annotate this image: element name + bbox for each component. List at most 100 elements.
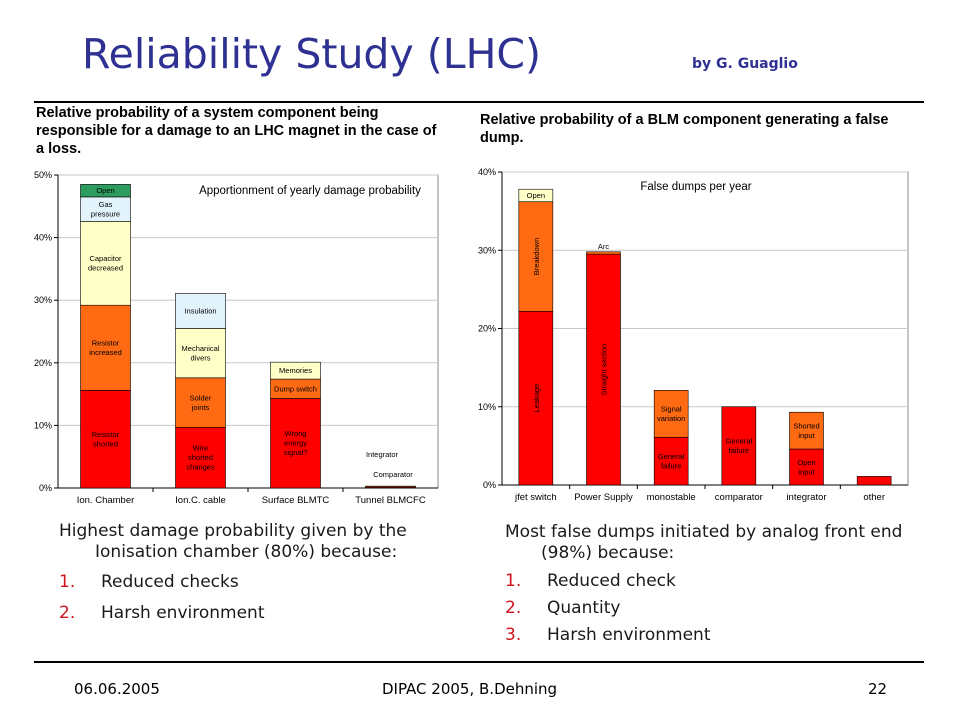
footer-page: 22	[868, 680, 888, 698]
bar-segment	[175, 328, 226, 379]
list-number: 2.	[59, 603, 76, 623]
segment-label: joints	[191, 403, 210, 412]
y-tick-label: 40%	[478, 167, 496, 177]
bar-segment	[586, 251, 621, 255]
segment-label: variation	[657, 414, 685, 423]
segment-label: failure	[729, 446, 749, 455]
bar-segment	[270, 398, 321, 489]
segment-label: Dump switch	[274, 384, 317, 393]
segment-label: decreased	[88, 264, 123, 273]
bar-segment	[175, 293, 226, 329]
x-tick-label: Ion.C. cable	[175, 495, 226, 506]
y-tick-label: 50%	[34, 170, 52, 180]
list-text: Harsh environment	[101, 603, 265, 623]
bar-segment	[586, 253, 621, 486]
y-tick-label: 30%	[34, 295, 52, 305]
x-tick-label: comparator	[715, 492, 763, 503]
segment-label: Wrong	[285, 429, 307, 438]
bar-segment	[653, 436, 689, 486]
x-tick-label: Surface BLMTC	[262, 495, 330, 506]
false-dumps-chart: 0% 10% 20% 30% 40% jfet switch Leakage Breakdow…	[478, 167, 909, 503]
segment-label: Gas	[99, 200, 113, 209]
bar-segment	[365, 485, 416, 488]
list-text: Quantity	[547, 598, 621, 618]
x-tick-label: other	[863, 492, 885, 503]
segment-label: General	[725, 437, 752, 446]
footer-date: 06.06.2005	[74, 680, 160, 698]
segment-label: Resistor	[92, 430, 120, 439]
list-item: 2. Quantity	[505, 595, 925, 622]
segment-label: Open	[96, 186, 114, 195]
damage-probability-chart: 0%10%20%30%40%50%Ion. ChamberResistorsho…	[34, 170, 439, 506]
right-chart-caption: Relative probability of a BLM component …	[480, 112, 889, 146]
top-rule	[34, 101, 924, 103]
right-findings: Most false dumps initiated by analog fro…	[505, 522, 925, 649]
x-tick-label: Power Supply	[574, 492, 633, 503]
segment-label: Resistor	[92, 339, 120, 348]
list-number: 1.	[59, 572, 76, 592]
segment-label: energy	[284, 439, 307, 448]
list-number: 2.	[505, 598, 522, 618]
bar-segment	[653, 390, 689, 438]
segment-label: Solder	[190, 393, 212, 402]
segment-label: Integrator	[366, 450, 399, 459]
segment-label: Arc	[598, 242, 610, 251]
segment-label: Straight section	[600, 344, 609, 396]
segment-label: Capacitor	[89, 254, 122, 263]
y-tick-label: 30%	[478, 245, 496, 255]
segment-label: Breakdown	[532, 238, 541, 276]
segment-label: Wire	[193, 444, 208, 453]
list-number: 3.	[505, 625, 522, 645]
list-text: Harsh environment	[547, 625, 711, 645]
bar-segment	[80, 184, 131, 198]
segment-label: shorted	[188, 453, 213, 462]
bar-segment	[518, 310, 554, 486]
segment-label: Memories	[279, 366, 312, 375]
slide-title: Reliability Study (LHC)	[82, 30, 542, 78]
segment-label: Insulation	[184, 306, 216, 315]
segment-label: increased	[89, 348, 122, 357]
right-findings-lead: Most false dumps initiated by analog fro…	[505, 522, 903, 563]
segment-label: input	[798, 431, 815, 440]
segment-label: input	[798, 467, 815, 476]
chart-title: False dumps per year	[640, 181, 751, 193]
segment-label: divers	[190, 353, 210, 362]
segment-label: Shorted	[793, 421, 819, 430]
y-tick-label: 20%	[34, 358, 52, 368]
list-number: 1.	[505, 571, 522, 591]
chart-title: Apportionment of yearly damage probabili…	[199, 185, 421, 197]
bar-segment	[270, 361, 321, 380]
segment-label: Open	[797, 458, 815, 467]
bar-segment	[175, 426, 226, 489]
x-tick-label: Ion. Chamber	[77, 495, 135, 506]
segment-label: pressure	[91, 209, 120, 218]
y-tick-label: 10%	[34, 420, 52, 430]
y-tick-label: 0%	[483, 480, 496, 490]
list-item: 1. Reduced check	[505, 568, 925, 595]
bar-segment	[789, 411, 824, 450]
segment-label: General	[658, 452, 685, 461]
list-text: Reduced checks	[101, 572, 239, 592]
bar-segment	[518, 188, 554, 203]
left-findings-lead: Highest damage probability given by the …	[59, 521, 407, 562]
bar-segment	[80, 221, 131, 306]
segment-label: changes	[186, 463, 215, 472]
segment-label: Signal	[661, 405, 682, 414]
x-tick-label: jfet switch	[514, 492, 557, 503]
y-tick-label: 10%	[478, 402, 496, 412]
list-item: 3. Harsh environment	[505, 622, 925, 649]
segment-label: failure	[661, 461, 681, 470]
segment-label: Comparator	[373, 470, 413, 479]
segment-label: shorted	[93, 439, 118, 448]
left-chart-caption: Relative probability of a system compone…	[36, 105, 437, 157]
x-tick-label: Tunnel BLMCFC	[355, 495, 426, 506]
bar-segment	[80, 304, 131, 391]
list-item: 2. Harsh environment	[59, 600, 459, 627]
y-tick-label: 40%	[34, 233, 52, 243]
bar-segment	[721, 406, 757, 486]
y-tick-label: 20%	[478, 324, 496, 334]
segment-label: signal?	[284, 448, 308, 457]
bar-segment	[80, 390, 131, 489]
segment-label: Leakage	[532, 384, 541, 413]
list-item: 1. Reduced checks	[59, 569, 459, 596]
